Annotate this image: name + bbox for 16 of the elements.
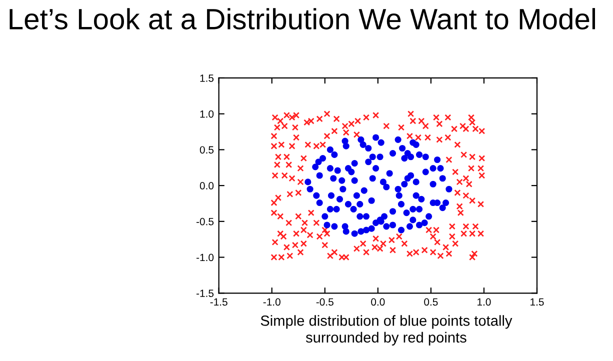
text: Simple distribution of blue points totally surrounded by red points: [260, 315, 512, 346]
x-tick-label: 0.0: [371, 298, 385, 306]
y-tick-label: 1.0: [200, 110, 214, 118]
x-tick-label: -1.0: [263, 298, 280, 306]
x-tick-label: -1.5: [210, 298, 228, 306]
y-tick-label: -1.5: [196, 290, 214, 298]
x-tick-label: 1.5: [530, 298, 544, 306]
chart-title: Let’s Look at a Distribution We Want to Model: [10, 8, 595, 30]
x-tick-label: 0.5: [424, 298, 438, 306]
y-tick-label: -1.0: [196, 254, 214, 262]
y-tick-label: 1.5: [200, 74, 214, 82]
y-tick-label: 0.5: [200, 146, 214, 154]
y-tick-label: -0.5: [196, 218, 214, 226]
x-tick-label: -0.5: [316, 298, 334, 306]
y-tick-label: 0.0: [200, 182, 214, 190]
x-tick-label: 1.0: [478, 298, 491, 306]
